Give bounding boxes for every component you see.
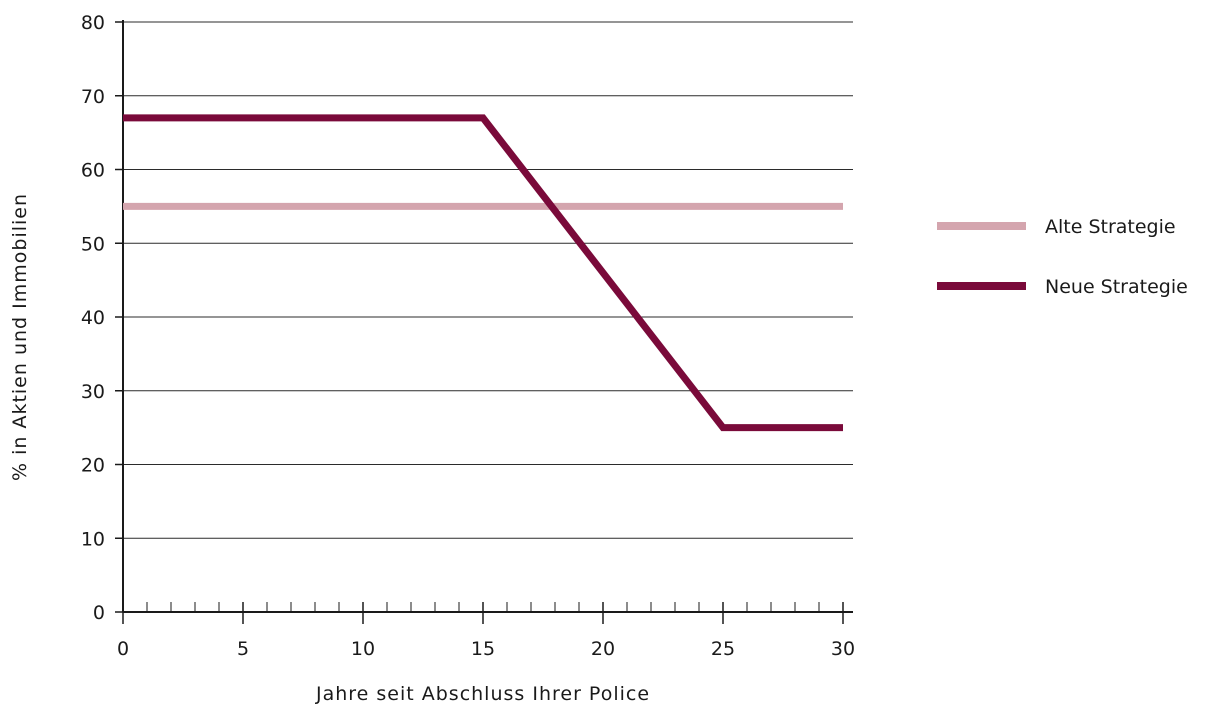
x-tick-label-20: 20 xyxy=(591,638,615,660)
x-tick-label-30: 30 xyxy=(831,638,855,660)
x-axis-title: Jahre seit Abschluss Ihrer Police xyxy=(315,683,650,705)
x-tick-label-25: 25 xyxy=(711,638,735,660)
legend: Alte Strategie Neue Strategie xyxy=(937,216,1188,298)
y-tick-label-20: 20 xyxy=(81,455,105,477)
x-tick-label-0: 0 xyxy=(117,638,129,660)
y-tick-label-0: 0 xyxy=(93,602,105,624)
y-tick-label-80: 80 xyxy=(81,12,105,34)
legend-label-1: Alte Strategie xyxy=(1045,216,1176,238)
y-axis-title: % in Aktien und Immobilien xyxy=(9,193,31,481)
y-ticks: 0 10 20 30 40 50 60 70 80 xyxy=(81,12,123,624)
x-tick-label-5: 5 xyxy=(237,638,249,660)
y-tick-label-10: 10 xyxy=(81,528,105,550)
y-tick-label-30: 30 xyxy=(81,381,105,403)
grid-lines xyxy=(123,21,853,539)
legend-label-2: Neue Strategie xyxy=(1045,276,1188,298)
series-lines xyxy=(123,114,843,432)
y-tick-label-40: 40 xyxy=(81,307,105,329)
x-tick-label-10: 10 xyxy=(351,638,375,660)
axes xyxy=(122,20,853,613)
x-tick-label-15: 15 xyxy=(471,638,495,660)
x-ticks: 0 5 10 15 20 25 30 xyxy=(117,602,855,660)
y-tick-label-70: 70 xyxy=(81,86,105,108)
y-tick-label-50: 50 xyxy=(81,233,105,255)
series-line-2 xyxy=(123,114,843,432)
y-tick-label-60: 60 xyxy=(81,160,105,182)
